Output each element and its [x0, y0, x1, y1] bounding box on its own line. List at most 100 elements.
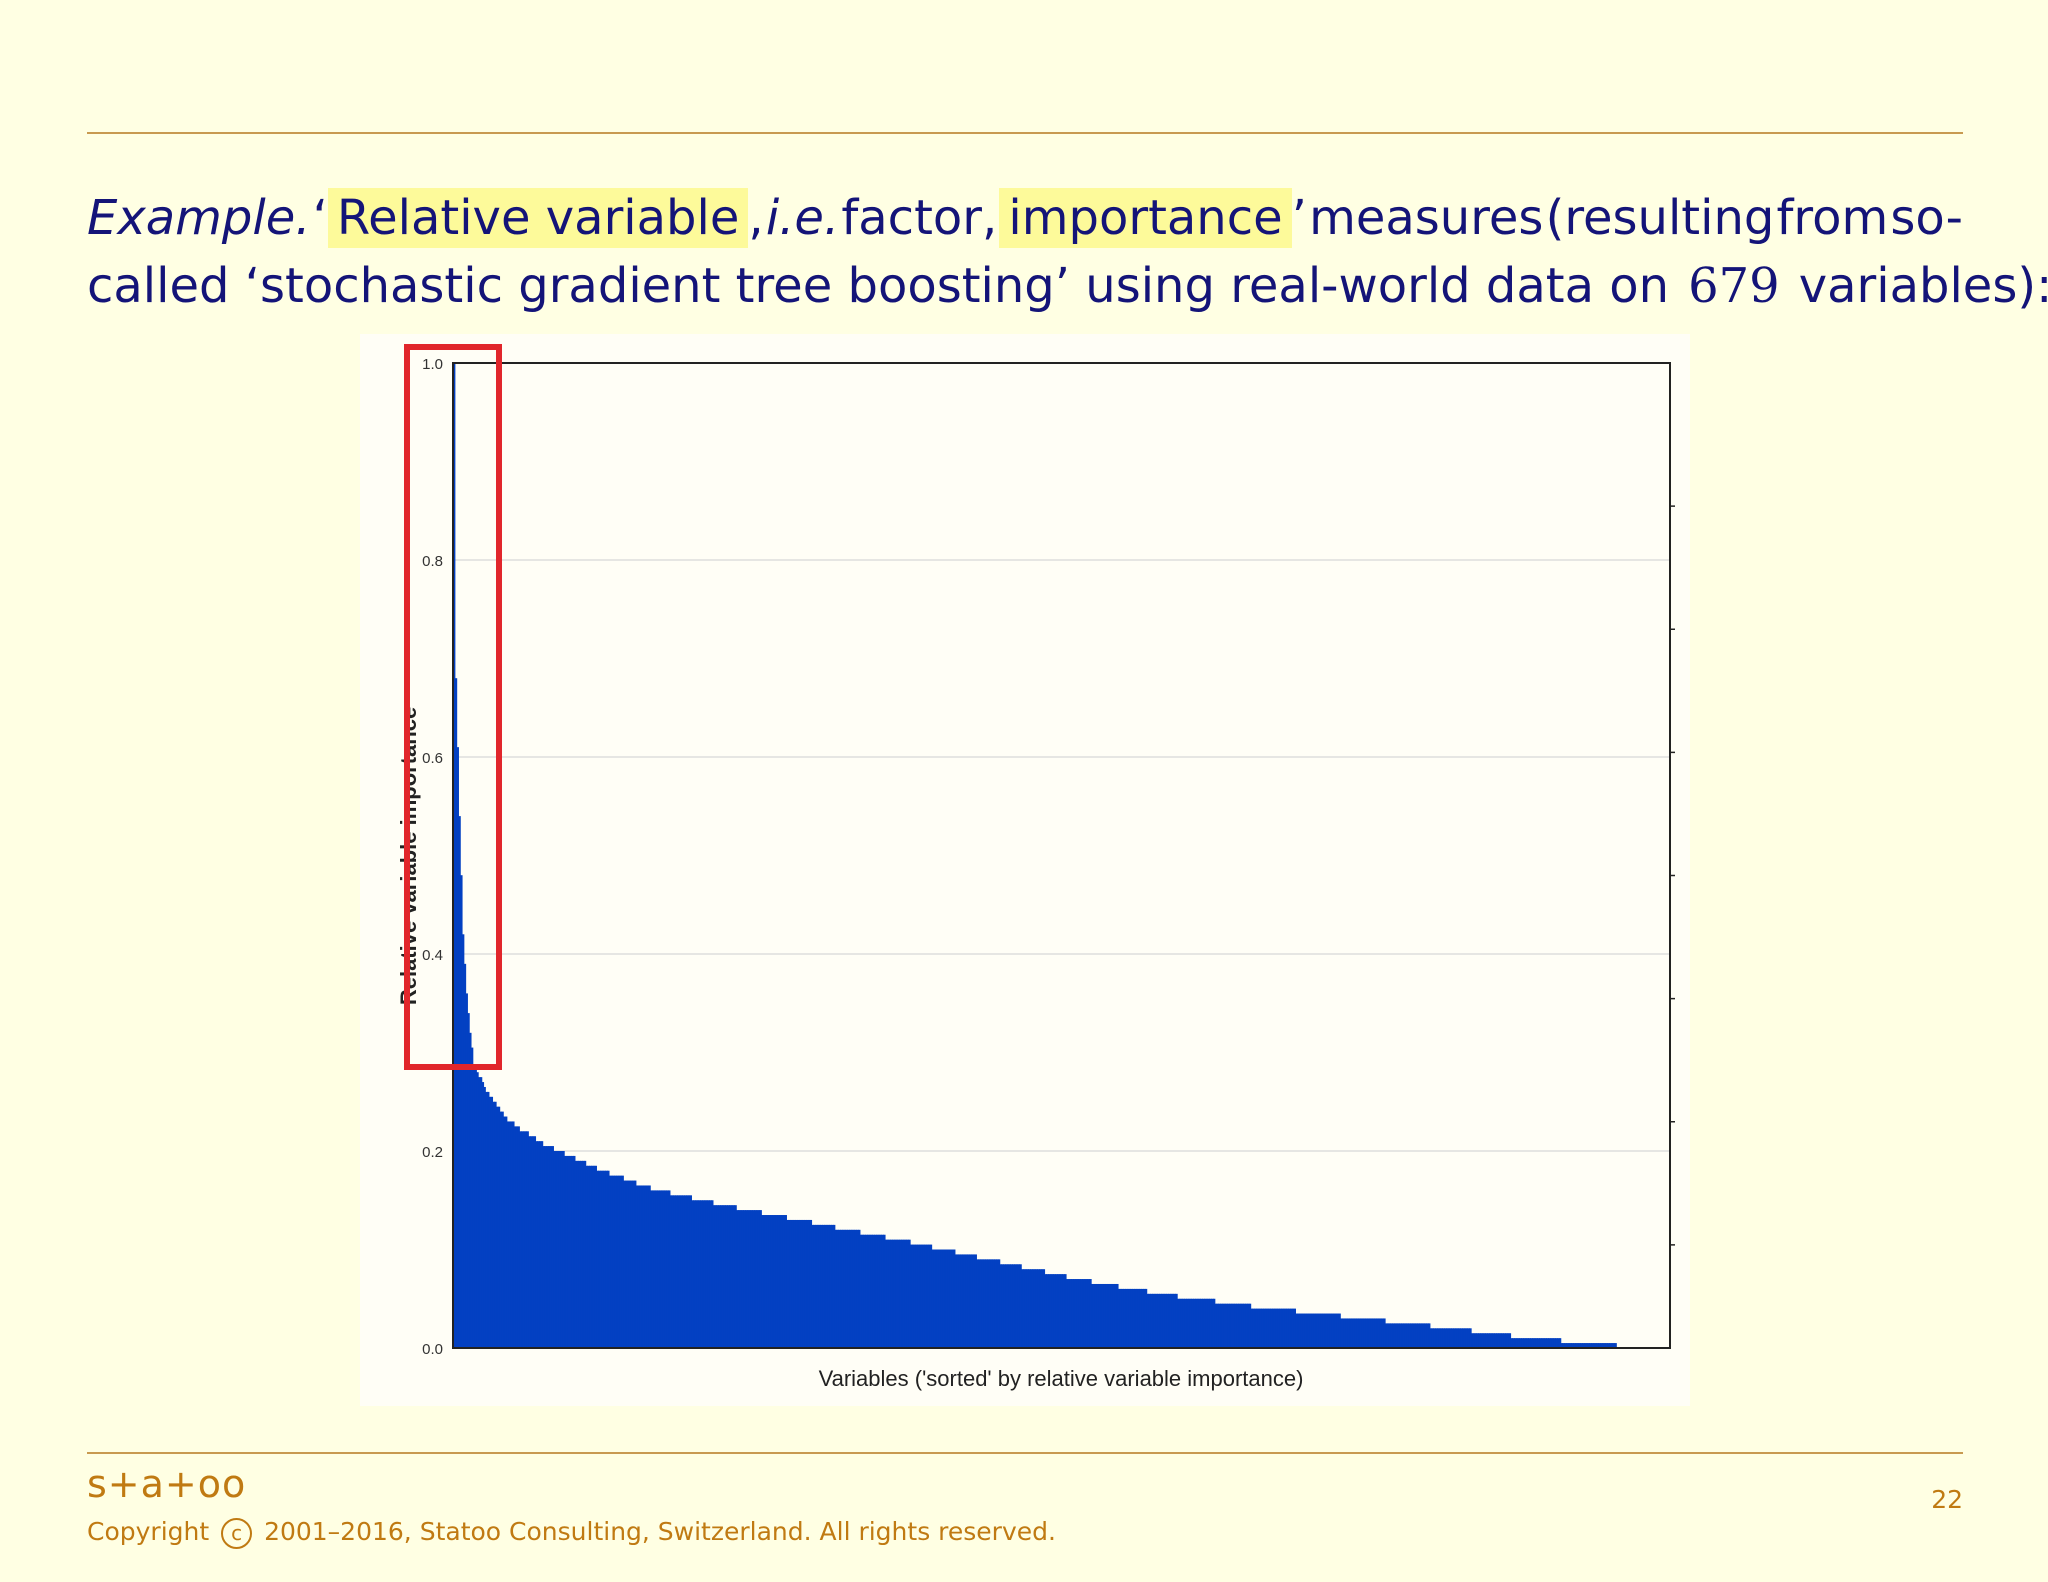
importance-bar — [1612, 1343, 1616, 1348]
importance-bar — [1071, 1279, 1074, 1348]
importance-bar — [1383, 1318, 1386, 1348]
importance-bar — [838, 1229, 841, 1348]
importance-bar — [1531, 1338, 1535, 1348]
importance-bar — [1026, 1269, 1029, 1348]
importance-bar — [825, 1224, 829, 1348]
importance-bar — [1300, 1313, 1304, 1348]
importance-bar — [1264, 1308, 1268, 1348]
importance-bar — [1354, 1318, 1357, 1348]
importance-bar — [1307, 1313, 1311, 1348]
importance-bar — [750, 1210, 753, 1348]
importance-bar — [974, 1254, 977, 1348]
importance-bar — [1460, 1328, 1463, 1348]
importance-bar — [553, 1151, 556, 1348]
importance-bar — [1526, 1338, 1530, 1348]
importance-bar — [1257, 1308, 1261, 1348]
importance-bar — [1173, 1293, 1176, 1348]
line2-end: variables): — [1798, 258, 2048, 314]
importance-bar — [610, 1175, 614, 1348]
importance-bar — [953, 1249, 956, 1348]
importance-bar — [1010, 1264, 1013, 1348]
importance-bar — [671, 1195, 675, 1348]
y-tick-label: 0.8 — [422, 553, 443, 570]
importance-bar — [1340, 1318, 1343, 1348]
importance-bar — [635, 1185, 639, 1348]
importance-bar — [1542, 1338, 1546, 1348]
importance-bar — [996, 1259, 999, 1348]
importance-bar — [1290, 1308, 1293, 1348]
importance-bar — [1153, 1293, 1157, 1348]
importance-bar — [687, 1195, 691, 1348]
importance-bar — [766, 1215, 770, 1348]
importance-bar — [1058, 1274, 1062, 1348]
importance-bar — [1309, 1313, 1313, 1348]
importance-bar — [1578, 1343, 1581, 1348]
importance-bar — [1587, 1343, 1590, 1348]
importance-bar — [872, 1234, 875, 1348]
importance-bar — [1333, 1313, 1336, 1348]
importance-bar — [1297, 1313, 1300, 1348]
importance-bar — [1462, 1328, 1465, 1348]
importance-bar — [1420, 1323, 1424, 1348]
importance-bar — [689, 1195, 692, 1348]
importance-bar — [1539, 1338, 1542, 1348]
importance-bar — [1331, 1313, 1334, 1348]
importance-bar — [1091, 1283, 1094, 1348]
importance-bar — [1182, 1298, 1185, 1348]
importance-bar — [1440, 1328, 1443, 1348]
importance-bar — [463, 963, 467, 1348]
importance-bar — [1157, 1293, 1160, 1348]
importance-bar — [883, 1234, 886, 1348]
importance-bar — [899, 1239, 902, 1348]
importance-bar — [680, 1195, 684, 1348]
importance-bar — [1252, 1308, 1255, 1348]
importance-bar — [560, 1151, 563, 1348]
importance-bar — [524, 1131, 528, 1348]
importance-bar — [1040, 1269, 1044, 1348]
importance-bar — [1293, 1308, 1297, 1348]
importance-bar — [1284, 1308, 1288, 1348]
importance-bar — [1080, 1279, 1083, 1348]
importance-bar — [1567, 1343, 1571, 1348]
importance-bar — [1311, 1313, 1314, 1348]
importance-bar — [877, 1234, 881, 1348]
y-tick-label: 0.2 — [422, 1144, 443, 1161]
importance-bar — [987, 1259, 990, 1348]
importance-bar — [902, 1239, 906, 1348]
importance-bar — [1320, 1313, 1323, 1348]
importance-bar — [1415, 1323, 1418, 1348]
importance-bar — [800, 1219, 804, 1348]
importance-bar — [779, 1215, 782, 1348]
importance-bar — [824, 1224, 827, 1348]
importance-bar — [1426, 1323, 1429, 1348]
importance-bar — [696, 1200, 700, 1348]
importance-bar — [641, 1185, 644, 1348]
importance-bar — [1458, 1328, 1461, 1348]
importance-bar — [1515, 1338, 1519, 1348]
importance-bar — [1198, 1298, 1202, 1348]
importance-bar — [1234, 1303, 1237, 1348]
importance-bar — [1239, 1303, 1243, 1348]
importance-bar — [1171, 1293, 1175, 1348]
importance-bar — [612, 1175, 615, 1348]
importance-bar — [1006, 1264, 1010, 1348]
importance-bar — [1046, 1274, 1049, 1348]
importance-bar — [1557, 1338, 1560, 1348]
chart-frame: 0.0 0.2 0.4 0.6 0.8 1.0 Relative variable imp… — [360, 334, 1690, 1406]
importance-bar — [881, 1234, 884, 1348]
importance-bar — [470, 1047, 474, 1348]
importance-bar — [789, 1219, 793, 1348]
importance-bar — [816, 1224, 820, 1348]
importance-bar — [1195, 1298, 1198, 1348]
importance-bar — [1180, 1298, 1184, 1348]
importance-bar — [723, 1205, 727, 1348]
importance-bar — [1429, 1328, 1433, 1348]
importance-bar — [938, 1249, 942, 1348]
importance-bar — [1135, 1288, 1139, 1348]
importance-bar — [1447, 1328, 1451, 1348]
importance-bar — [1035, 1269, 1038, 1348]
importance-bar — [1281, 1308, 1284, 1348]
importance-bar — [705, 1200, 709, 1348]
importance-bar — [1160, 1293, 1164, 1348]
importance-bar — [757, 1210, 761, 1348]
